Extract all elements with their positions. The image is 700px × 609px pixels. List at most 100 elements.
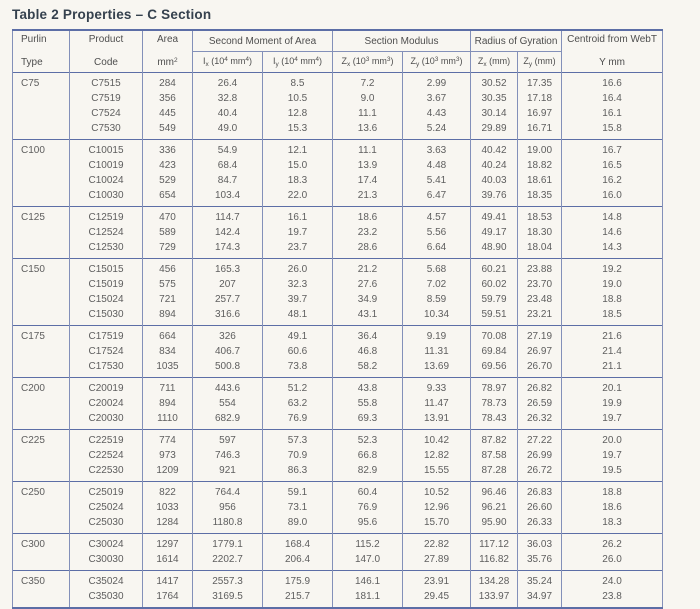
cell-zy: 9.19 — [402, 325, 472, 344]
cell-ix: 443.6 — [192, 377, 263, 396]
cell-product-code: C30024 — [69, 533, 143, 552]
table-row: C7519 356 32.8 10.5 9.0 3.67 30.35 17.18 16.4 — [13, 91, 664, 106]
cell-ix: 2557.3 — [192, 570, 263, 589]
cell-area: 589 — [142, 225, 193, 240]
cell-iy: 10.5 — [261, 91, 334, 106]
cell-ix: 114.7 — [192, 206, 263, 225]
cell-zy: 3.63 — [402, 139, 472, 158]
cell-product-code: C10015 — [69, 139, 143, 158]
purlin-group-c100: C100 C10015 336 54.9 12.1 11.1 3.63 40.42 19.00 1… — [12, 139, 664, 207]
cell-ry: 23.88 — [517, 258, 563, 277]
cell-rx: 59.79 — [470, 292, 519, 307]
cell-rx: 30.35 — [470, 91, 519, 106]
table-row: C22530 1209 921 86.3 82.9 15.55 87.28 26.72 19.5 — [13, 463, 664, 482]
cell-rx: 87.28 — [470, 463, 519, 482]
cell-iy: 63.2 — [261, 396, 334, 411]
table-row: C250 C25019 822 764.4 59.1 60.4 10.52 96.46 26.8… — [12, 481, 664, 534]
header-centroid-line1: Centroid from WebT — [567, 34, 657, 45]
cell-ry: 23.70 — [517, 277, 563, 292]
cell-centroid-y: 19.9 — [561, 396, 664, 411]
cell-zx: 34.9 — [332, 292, 404, 307]
cell-ix: 1180.8 — [192, 515, 263, 534]
cell-ry: 17.35 — [517, 72, 563, 91]
table-row: C12524 589 142.4 19.7 23.2 5.56 49.17 18.30 14.6 — [13, 225, 664, 240]
cell-rx: 96.46 — [470, 481, 519, 500]
cell-rx: 133.97 — [470, 589, 519, 608]
table-row: C17524 834 406.7 60.6 46.8 11.31 69.84 26.97 21.… — [13, 344, 664, 359]
cell-area: 729 — [142, 240, 193, 259]
cell-area: 1209 — [142, 463, 193, 482]
table-row: C75 C7515 284 26.4 8.5 7.2 2.99 30.52 17.35 16.6 — [12, 72, 664, 140]
cell-product-code: C22519 — [69, 429, 143, 448]
purlin-type-cell: C250 — [12, 481, 70, 534]
cell-area: 654 — [142, 188, 193, 207]
cell-centroid-y: 18.8 — [561, 292, 664, 307]
table-row: C10030 654 103.4 22.0 21.3 6.47 39.76 18.35 16.0 — [13, 188, 664, 207]
purlin-group-c300: C300 C30024 1297 1779.1 168.4 115.2 22.82 117.1… — [12, 533, 664, 571]
cell-ry: 18.04 — [517, 240, 563, 259]
table-row: C7530 549 49.0 15.3 13.6 5.24 29.89 16.71 15.8 — [13, 121, 664, 140]
cell-iy: 48.1 — [261, 307, 334, 326]
cell-area: 529 — [142, 173, 193, 188]
cell-ix: 921 — [192, 463, 263, 482]
cell-zx: 52.3 — [332, 429, 404, 448]
header-centroid: Centroid from WebT Y mm — [561, 30, 664, 73]
cell-zx: 21.3 — [332, 188, 404, 207]
cell-zx: 181.1 — [332, 589, 404, 608]
cell-zy: 12.82 — [402, 448, 472, 463]
cell-ix: 316.6 — [192, 307, 263, 326]
cell-product-code: C7530 — [69, 121, 143, 140]
cell-iy: 15.3 — [261, 121, 334, 140]
header-group-radius-gyration: Radius of Gyration — [470, 30, 563, 52]
cell-zx: 13.6 — [332, 121, 404, 140]
cell-product-code: C10030 — [69, 188, 143, 207]
table-row: C100 C10015 336 54.9 12.1 11.1 3.63 40.42 19.00 1… — [12, 139, 664, 207]
cell-iy: 49.1 — [261, 325, 334, 344]
header-centroid-line2: Y mm — [599, 57, 625, 68]
header-zx: Zx (103 mm3) — [332, 51, 404, 73]
cell-area: 973 — [142, 448, 193, 463]
purlin-group-c200: C200 C20019 711 443.6 51.2 43.8 9.33 78.97 26.82… — [12, 377, 664, 430]
cell-zy: 11.31 — [402, 344, 472, 359]
cell-centroid-y: 26.0 — [561, 552, 664, 571]
cell-rx: 78.73 — [470, 396, 519, 411]
cell-iy: 86.3 — [261, 463, 334, 482]
cell-zx: 11.1 — [332, 106, 404, 121]
cell-iy: 39.7 — [261, 292, 334, 307]
table-row: C20030 1110 682.9 76.9 69.3 13.91 78.43 26.32 19… — [13, 411, 664, 430]
cell-product-code: C20030 — [69, 411, 143, 430]
cell-iy: 215.7 — [261, 589, 334, 608]
cell-zx: 18.6 — [332, 206, 404, 225]
cell-product-code: C17519 — [69, 325, 143, 344]
cell-zx: 36.4 — [332, 325, 404, 344]
cell-centroid-y: 21.6 — [561, 325, 664, 344]
cell-zx: 66.8 — [332, 448, 404, 463]
cell-ry: 26.99 — [517, 448, 563, 463]
cell-iy: 168.4 — [261, 533, 334, 552]
purlin-type-cell: C300 — [12, 533, 70, 571]
table-row: C15024 721 257.7 39.7 34.9 8.59 59.79 23.48 18.8 — [13, 292, 664, 307]
cell-product-code: C25019 — [69, 481, 143, 500]
cell-area: 894 — [142, 396, 193, 411]
cell-centroid-y: 16.1 — [561, 106, 664, 121]
cell-zx: 7.2 — [332, 72, 404, 91]
cell-zx: 69.3 — [332, 411, 404, 430]
cell-area: 549 — [142, 121, 193, 140]
cell-zy: 4.57 — [402, 206, 472, 225]
cell-zy: 5.56 — [402, 225, 472, 240]
cell-ix: 682.9 — [192, 411, 263, 430]
cell-centroid-y: 18.8 — [561, 481, 664, 500]
cell-zy: 11.47 — [402, 396, 472, 411]
cell-zy: 5.68 — [402, 258, 472, 277]
cell-rx: 48.90 — [470, 240, 519, 259]
cell-zx: 60.4 — [332, 481, 404, 500]
cell-zy: 5.24 — [402, 121, 472, 140]
purlin-group-c350: C350 C35024 1417 2557.3 175.9 146.1 23.91 134.2… — [12, 570, 664, 608]
cell-ix: 326 — [192, 325, 263, 344]
cell-iy: 73.8 — [261, 359, 334, 378]
cell-ix: 207 — [192, 277, 263, 292]
cell-centroid-y: 24.0 — [561, 570, 664, 589]
cell-iy: 175.9 — [261, 570, 334, 589]
cell-centroid-y: 14.8 — [561, 206, 664, 225]
